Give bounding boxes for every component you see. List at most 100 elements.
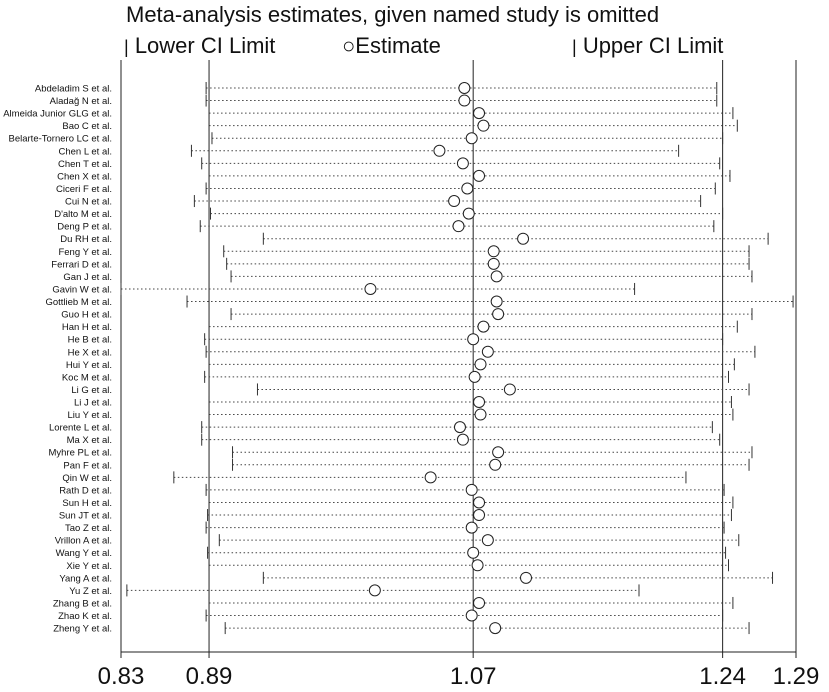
study-label: Ferrari D et al.: [51, 259, 112, 270]
study-label: Cui N et al.: [65, 197, 112, 208]
estimate-marker: [473, 496, 486, 509]
study-label: Rath D et al.: [59, 485, 112, 496]
study-label: Ciceri F et al.: [56, 184, 112, 195]
estimate-marker: [473, 596, 486, 609]
x-tick-label: 0.89: [186, 663, 233, 690]
estimate-marker: [489, 458, 502, 471]
estimate-marker: [517, 232, 530, 245]
x-tick-label: 1.29: [773, 663, 820, 690]
study-label: Guo H et al.: [61, 310, 112, 321]
study-label: Chen X et al.: [57, 171, 112, 182]
estimate-marker: [368, 584, 381, 597]
study-label: Zheng Y et al.: [53, 624, 112, 635]
study-label: Belarte-Tornero LC et al.: [9, 134, 113, 145]
legend-estimate: ○Estimate: [342, 33, 441, 59]
estimate-marker: [503, 383, 516, 396]
study-label: Koc M et al.: [62, 372, 112, 383]
study-label: Tao Z et al.: [65, 523, 112, 534]
estimate-marker: [473, 509, 486, 522]
estimate-marker: [467, 546, 480, 559]
study-label: Li G et al.: [71, 385, 112, 396]
estimate-marker: [520, 571, 532, 584]
study-label: Du RH et al.: [60, 234, 112, 245]
estimate-marker: [452, 220, 465, 233]
study-label: Vrillon A et al.: [55, 536, 112, 547]
estimate-marker: [468, 370, 481, 383]
study-label: Deng P et al.: [57, 222, 112, 233]
study-label: Liu Y et al.: [67, 410, 112, 421]
study-label: Yang A et al.: [59, 573, 112, 584]
estimate-marker: [458, 94, 471, 107]
study-label: Bao C et al.: [62, 121, 112, 132]
estimate-marker: [477, 320, 490, 333]
study-label: Gavin W et al.: [52, 284, 112, 295]
estimate-marker: [481, 534, 494, 547]
study-label: He X et al.: [68, 347, 112, 358]
estimate-marker: [424, 471, 437, 484]
study-label: Wang Y et al.: [56, 548, 112, 559]
estimate-marker: [448, 195, 461, 208]
estimate-marker: [364, 282, 377, 295]
estimate-marker: [492, 446, 505, 459]
study-label: Hui Y et al.: [66, 360, 112, 371]
study-label: Qin W et al.: [62, 473, 112, 484]
study-label: Li J et al.: [74, 398, 112, 409]
estimate-marker: [456, 157, 469, 170]
estimate-circle-icon: ○: [342, 33, 356, 58]
estimate-marker: [467, 333, 480, 346]
study-label: Han H et al.: [62, 322, 112, 333]
legend-estimate-label: Estimate: [355, 33, 441, 58]
estimate-marker: [474, 408, 487, 421]
estimate-marker: [471, 559, 484, 572]
estimate-marker: [474, 358, 487, 371]
study-label: Abdeladim S et al.: [35, 84, 112, 95]
estimate-marker: [487, 257, 500, 270]
study-label: He B et al.: [68, 335, 112, 346]
study-label: Sun H et al.: [62, 498, 112, 509]
x-tick-label: 0.83: [98, 663, 145, 690]
estimate-marker: [465, 521, 478, 534]
estimate-marker: [433, 144, 446, 157]
study-label: Gan J et al.: [63, 272, 112, 283]
estimate-marker: [487, 245, 500, 258]
study-label: Aladağ N et al.: [50, 96, 112, 107]
estimate-marker: [489, 622, 502, 635]
study-label: Yu Z et al.: [69, 586, 112, 597]
estimate-marker: [465, 132, 478, 145]
estimate-marker: [473, 169, 486, 182]
legend-upper-ci: | Upper CI Limit: [572, 33, 723, 59]
study-label: Lorente L et al.: [49, 423, 112, 434]
legend-lower-ci-label: Lower CI Limit: [134, 33, 276, 58]
legend-upper-ci-label: Upper CI Limit: [582, 33, 724, 58]
estimate-marker: [490, 270, 503, 283]
x-tick-label: 1.07: [450, 663, 497, 690]
legend-lower-ci: | Lower CI Limit: [124, 33, 275, 59]
study-label: Xie Y et al.: [66, 561, 112, 572]
estimate-marker: [458, 82, 471, 94]
study-label: Almeida Junior GLG et al.: [3, 109, 112, 120]
study-label: D'alto M et al.: [54, 209, 112, 220]
estimate-marker: [453, 421, 466, 434]
x-tick-label: 1.24: [699, 663, 746, 690]
estimate-marker: [481, 345, 494, 358]
estimate-marker: [462, 207, 475, 220]
study-label: Chen T et al.: [58, 159, 112, 170]
chart-title: Meta-analysis estimates, given named stu…: [126, 2, 660, 27]
study-label: Chen L et al.: [58, 146, 112, 157]
lower-ci-marker-icon: |: [124, 37, 129, 57]
study-label: Pan F et al.: [63, 460, 112, 471]
study-label: Myhre PL et al.: [48, 448, 112, 459]
upper-ci-marker-icon: |: [572, 37, 577, 57]
study-label: Feng Y et al.: [58, 247, 112, 258]
study-label: Gottlieb M et al.: [45, 297, 112, 308]
estimate-marker: [465, 483, 478, 496]
estimate-marker: [492, 308, 505, 321]
study-label: Zhang B et al.: [53, 598, 112, 609]
estimate-marker: [473, 396, 486, 408]
estimate-marker: [477, 119, 490, 132]
study-label: Sun JT et al.: [59, 511, 112, 522]
study-label: Zhao K et al.: [58, 611, 112, 622]
estimate-marker: [456, 433, 469, 446]
study-label: Ma X et al.: [67, 435, 112, 446]
